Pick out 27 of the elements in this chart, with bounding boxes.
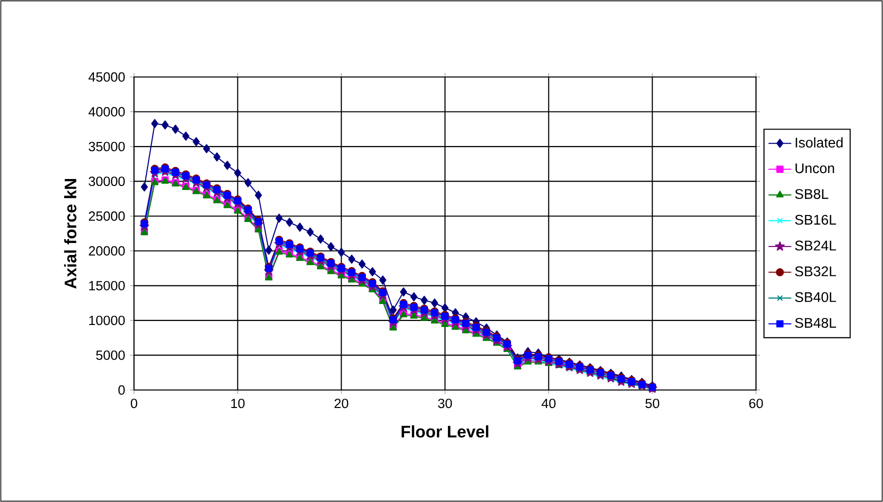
legend-label: SB32L bbox=[795, 266, 836, 276]
y-tick-label: 15000 bbox=[89, 280, 125, 290]
x-tick-label: 30 bbox=[438, 398, 452, 408]
legend-label: SB48L bbox=[795, 318, 836, 328]
legend-label: Uncon bbox=[796, 163, 834, 174]
legend-label: SB16L bbox=[795, 214, 836, 225]
x-tick-label: 40 bbox=[542, 398, 556, 408]
legend-label: SB8L bbox=[795, 189, 828, 199]
x-tick-label: 20 bbox=[334, 398, 348, 408]
y-tick-label: 0 bbox=[118, 385, 125, 395]
legend-label: SB24L bbox=[795, 240, 836, 251]
y-tick-label: 30000 bbox=[88, 176, 125, 186]
y-tick-label: 10000 bbox=[89, 316, 125, 326]
y-axis-title: Axial force kN bbox=[64, 179, 76, 289]
y-tick-label: 5000 bbox=[96, 350, 125, 360]
y-tick-label: 20000 bbox=[88, 246, 125, 256]
x-tick-label: 10 bbox=[231, 398, 245, 408]
y-tick-label: 35000 bbox=[88, 142, 125, 152]
y-tick-label: 25000 bbox=[88, 211, 125, 221]
x-tick-label: 60 bbox=[749, 398, 763, 408]
legend-label: Isolated bbox=[796, 137, 843, 148]
y-tick-label: 40000 bbox=[88, 107, 125, 116]
x-tick-label: 0 bbox=[130, 398, 138, 408]
legend-label: SB40L bbox=[795, 292, 836, 302]
x-axis-title: Floor Level bbox=[402, 425, 488, 438]
y-tick-label: 45000 bbox=[88, 72, 125, 82]
x-tick-label: 50 bbox=[645, 398, 660, 408]
